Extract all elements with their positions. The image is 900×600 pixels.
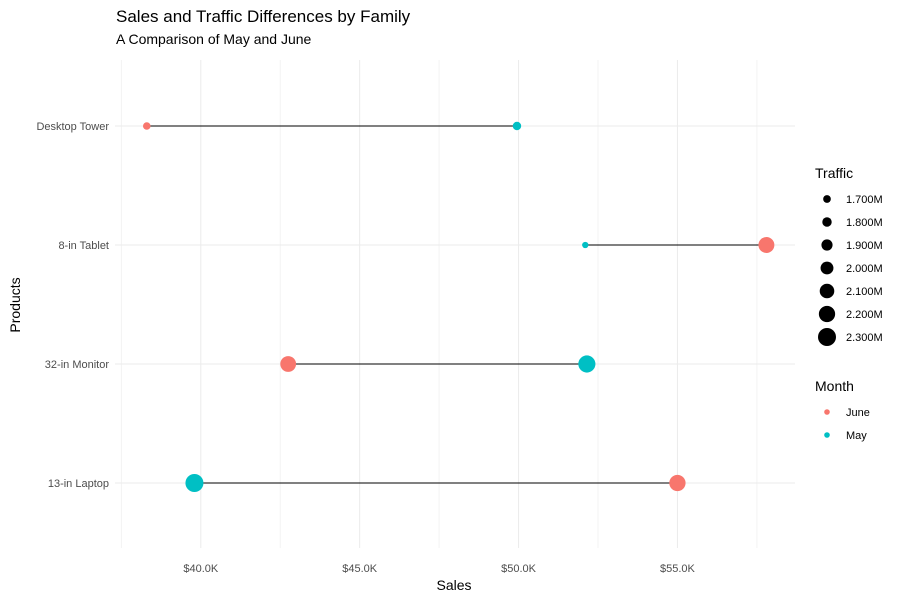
dumbbell-segments [146, 125, 767, 484]
traffic-legend-label: 2.300M [846, 332, 883, 344]
traffic-legend-key [818, 305, 836, 323]
y-tick-label: 13-in Laptop [48, 478, 109, 490]
y-tick-label: 8-in Tablet [58, 240, 109, 252]
x-tick-label: $45.0K [342, 563, 378, 575]
data-point-june [143, 122, 151, 130]
data-point-may [578, 355, 596, 373]
y-tick-label: Desktop Tower [36, 121, 109, 133]
grid-lines [115, 60, 795, 548]
traffic-legend-key [819, 283, 835, 299]
month-legend-key [824, 409, 830, 415]
x-axis-ticks: $40.0K $45.0K $50.0K $55.0K [183, 563, 695, 575]
x-tick-label: $55.0K [660, 563, 696, 575]
traffic-legend-label: 2.000M [846, 263, 883, 275]
traffic-legend-label: 1.900M [846, 240, 883, 252]
data-point-june [280, 356, 297, 372]
traffic-legend-key [822, 217, 832, 227]
data-point-may [185, 474, 204, 492]
x-tick-label: $40.0K [183, 563, 219, 575]
traffic-legend-title: Traffic [815, 165, 853, 181]
traffic-legend-label: 1.800M [846, 217, 883, 229]
month-legend-key [824, 432, 830, 438]
data-point-may [582, 241, 589, 249]
x-tick-label: $50.0K [501, 563, 537, 575]
chart-subtitle: A Comparison of May and June [116, 31, 312, 47]
month-legend-label: June [846, 407, 870, 419]
traffic-legend: Traffic 1.700M 1.800M 1.900M 2.000M 2.100M 2.… [815, 165, 883, 346]
traffic-legend-label: 2.200M [846, 309, 883, 321]
traffic-legend-key [820, 261, 834, 275]
traffic-legend-key [821, 239, 833, 251]
data-point-may [512, 121, 522, 131]
month-legend: Month June May [815, 378, 870, 442]
data-point-june [669, 474, 686, 492]
traffic-legend-label: 1.700M [846, 194, 883, 206]
traffic-legend-label: 2.100M [846, 286, 883, 298]
y-axis-title: Products [7, 277, 23, 332]
y-axis-ticks: Desktop Tower 8-in Tablet 32-in Monitor 13-… [36, 121, 109, 490]
month-legend-title: Month [815, 378, 854, 394]
chart-title: Sales and Traffic Differences by Family [116, 7, 411, 26]
data-point-june [758, 237, 775, 253]
data-points [143, 121, 775, 492]
month-legend-label: May [846, 430, 867, 442]
y-tick-label: 32-in Monitor [45, 359, 110, 371]
traffic-legend-key [823, 195, 831, 203]
x-axis-title: Sales [436, 577, 471, 593]
traffic-legend-key [818, 328, 836, 346]
